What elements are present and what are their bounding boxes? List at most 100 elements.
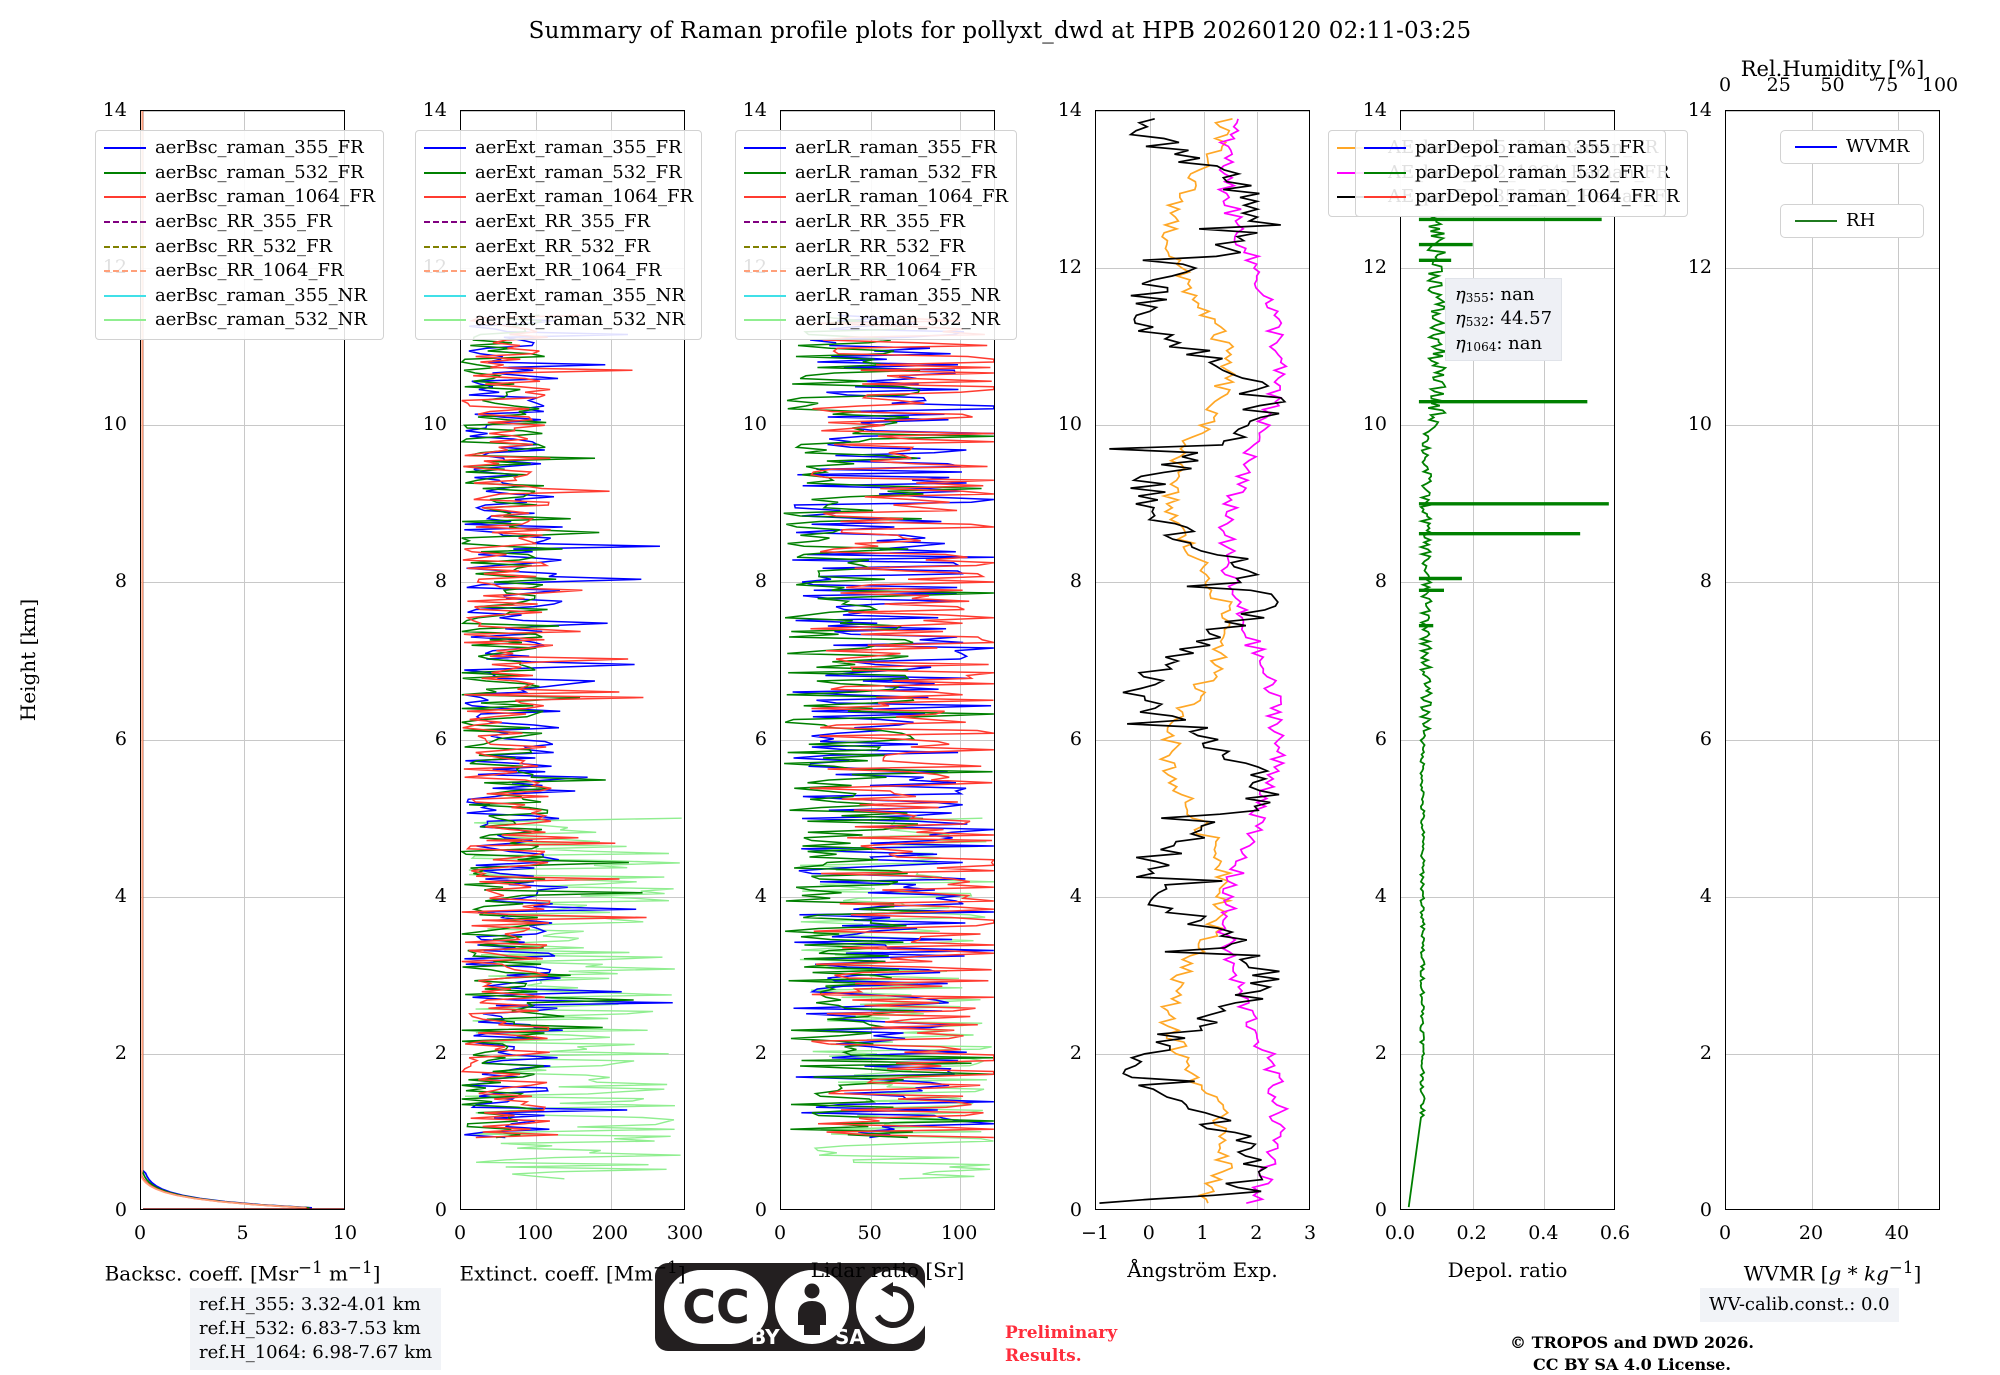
legend-label: RH — [1846, 210, 1876, 231]
gridline-h — [1401, 739, 1614, 741]
legend-item[interactable]: aerExt_raman_355_FR — [424, 136, 693, 161]
gridline-h — [1401, 896, 1614, 898]
preliminary-line1: Preliminary — [1005, 1323, 1118, 1343]
legend-swatch-icon — [744, 245, 786, 248]
legend-item[interactable]: aerLR_raman_532_FR — [744, 161, 1008, 186]
y-tick-label: 8 — [434, 570, 447, 593]
legend-item[interactable]: aerBsc_RR_355_FR — [104, 210, 375, 235]
legend-label: aerExt_raman_532_FR — [475, 161, 682, 183]
x-tick-label: 0 — [773, 1222, 787, 1244]
gridline-v — [960, 111, 962, 1209]
page-title: Summary of Raman profile plots for polly… — [528, 18, 1472, 44]
y-tick-label: 8 — [1069, 570, 1082, 593]
data-traces-extinction — [461, 314, 682, 1180]
x-tick-label: 0.6 — [1599, 1222, 1631, 1244]
legend-item[interactable]: aerLR_raman_532_NR — [744, 308, 1008, 333]
legend-item[interactable]: aerBsc_RR_1064_FR — [104, 259, 375, 284]
x-axis-title-angstrom: Ångström Exp. — [1127, 1258, 1278, 1282]
x-tick-label-top: 50 — [1820, 74, 1845, 96]
legend-item[interactable]: aerBsc_raman_355_FR — [104, 136, 375, 161]
x-axis-title-lidar-ratio: Lidar ratio [Sr] — [810, 1258, 965, 1282]
legend-item[interactable]: aerBsc_raman_532_NR — [104, 308, 375, 333]
y-tick-label: 6 — [1374, 727, 1387, 750]
legend-swatch-icon — [104, 147, 146, 150]
gridline-h — [781, 425, 994, 427]
legend-item[interactable]: aerExt_RR_532_FR — [424, 234, 693, 259]
legend-item[interactable]: aerLR_raman_1064_FR — [744, 185, 1008, 210]
legend-item[interactable]: aerLR_raman_355_FR — [744, 136, 1008, 161]
legend-item[interactable]: parDepol_raman_1064_FR — [1364, 185, 1657, 210]
gridline-h — [1096, 1053, 1309, 1055]
x-tick — [1149, 1209, 1151, 1210]
legend-item[interactable]: aerExt_RR_355_FR — [424, 210, 693, 235]
legend-lidar-ratio[interactable]: aerLR_raman_355_FR aerLR_raman_532_FR ae… — [735, 130, 1018, 340]
plot-area-wvmr-rh — [1726, 111, 1939, 1209]
eta-annotation: η355: nan η532: 44.57 η1064: nan — [1445, 278, 1563, 361]
x-tick — [1203, 1209, 1205, 1210]
y-tick-label: 10 — [1362, 413, 1387, 436]
gridline-h — [141, 1053, 344, 1055]
legend-item[interactable]: parDepol_raman_355_FR — [1364, 136, 1657, 161]
legend-item[interactable]: aerLR_raman_355_NR — [744, 284, 1008, 309]
x-tick-label: 0.0 — [1384, 1222, 1416, 1244]
legend-item[interactable]: WVMR — [1780, 130, 1925, 164]
x-tick-label: 0.4 — [1528, 1222, 1559, 1244]
y-tick-label: 2 — [1069, 1041, 1082, 1064]
legend-label: WVMR — [1846, 136, 1910, 157]
legend-item[interactable]: aerBsc_raman_532_FR — [104, 161, 375, 186]
plot-panel-depol-ratio — [1400, 110, 1615, 1210]
legend-item[interactable]: aerLR_RR_355_FR — [744, 210, 1008, 235]
legend-label: aerBsc_raman_355_FR — [155, 137, 364, 159]
legend-item[interactable]: RH — [1780, 204, 1925, 238]
cc-license-badge: CC BY SA — [655, 1263, 930, 1351]
gridline-h — [141, 896, 344, 898]
legend-item[interactable]: aerExt_raman_355_NR — [424, 284, 693, 309]
y-tick-label: 14 — [1057, 99, 1082, 121]
legend-item[interactable]: parDepol_raman_532_FR — [1364, 161, 1657, 186]
legend-item[interactable]: aerExt_raman_1064_FR — [424, 185, 693, 210]
y-tick-label: 8 — [114, 570, 127, 593]
legend-label: aerBsc_RR_355_FR — [155, 211, 333, 233]
legend-swatch-icon — [104, 294, 146, 297]
legend-item[interactable]: aerExt_raman_532_FR — [424, 161, 693, 186]
legend-item[interactable]: aerBsc_raman_355_NR — [104, 284, 375, 309]
legend-label: aerExt_raman_355_FR — [475, 137, 682, 159]
eta-355: η355: nan — [1455, 284, 1535, 305]
legend-depol-ratio[interactable]: parDepol_raman_355_FR parDepol_raman_532… — [1355, 130, 1666, 217]
legend-wvmr-rh[interactable]: WVMR RH — [1780, 130, 1925, 278]
y-tick-label: 0 — [114, 1199, 127, 1221]
legend-item[interactable]: aerBsc_RR_532_FR — [104, 234, 375, 259]
legend-label: aerLR_raman_532_NR — [795, 309, 1000, 331]
y-tick-label: 14 — [1362, 99, 1387, 121]
gridline-h — [1096, 739, 1309, 741]
legend-item[interactable]: aerLR_RR_1064_FR — [744, 259, 1008, 284]
gridline-h — [141, 739, 344, 741]
cc-circle-icon: CC — [664, 1270, 768, 1344]
legend-swatch-icon — [744, 171, 786, 174]
gridline-h — [1401, 1053, 1614, 1055]
x-tick — [1400, 1209, 1402, 1210]
x-tick — [140, 1209, 142, 1210]
y-tick-label: 6 — [1699, 727, 1712, 750]
ref-h-355: ref.H_355: 3.32-4.01 km — [199, 1294, 421, 1315]
x-tick-label: 2 — [1250, 1222, 1263, 1244]
y-tick-label: 10 — [102, 413, 127, 436]
gridline-h — [1401, 582, 1614, 584]
y-tick-label: 10 — [1687, 413, 1712, 436]
legend-item[interactable]: aerLR_RR_532_FR — [744, 234, 1008, 259]
legend-backscatter[interactable]: aerBsc_raman_355_FR aerBsc_raman_532_FR … — [95, 130, 385, 340]
cc-sa-share-alike-icon — [856, 1270, 930, 1344]
legend-label: aerBsc_RR_1064_FR — [155, 260, 344, 282]
legend-swatch-icon — [104, 270, 146, 273]
gridline-h — [1726, 896, 1939, 898]
gridline-v — [1898, 111, 1899, 1209]
legend-item[interactable]: aerBsc_raman_1064_FR — [104, 185, 375, 210]
legend-extinction[interactable]: aerExt_raman_355_FR aerExt_raman_532_FR … — [415, 130, 703, 340]
legend-item[interactable]: aerExt_RR_1064_FR — [424, 259, 693, 284]
legend-item[interactable]: aerExt_raman_532_NR — [424, 308, 693, 333]
x-tick-label: 200 — [591, 1222, 629, 1244]
x-tick-label: 3 — [1303, 1222, 1317, 1244]
x-tick-label-top: 0 — [1718, 74, 1732, 96]
y-tick-label: 6 — [434, 727, 447, 750]
x-tick-label: 1 — [1196, 1222, 1209, 1244]
